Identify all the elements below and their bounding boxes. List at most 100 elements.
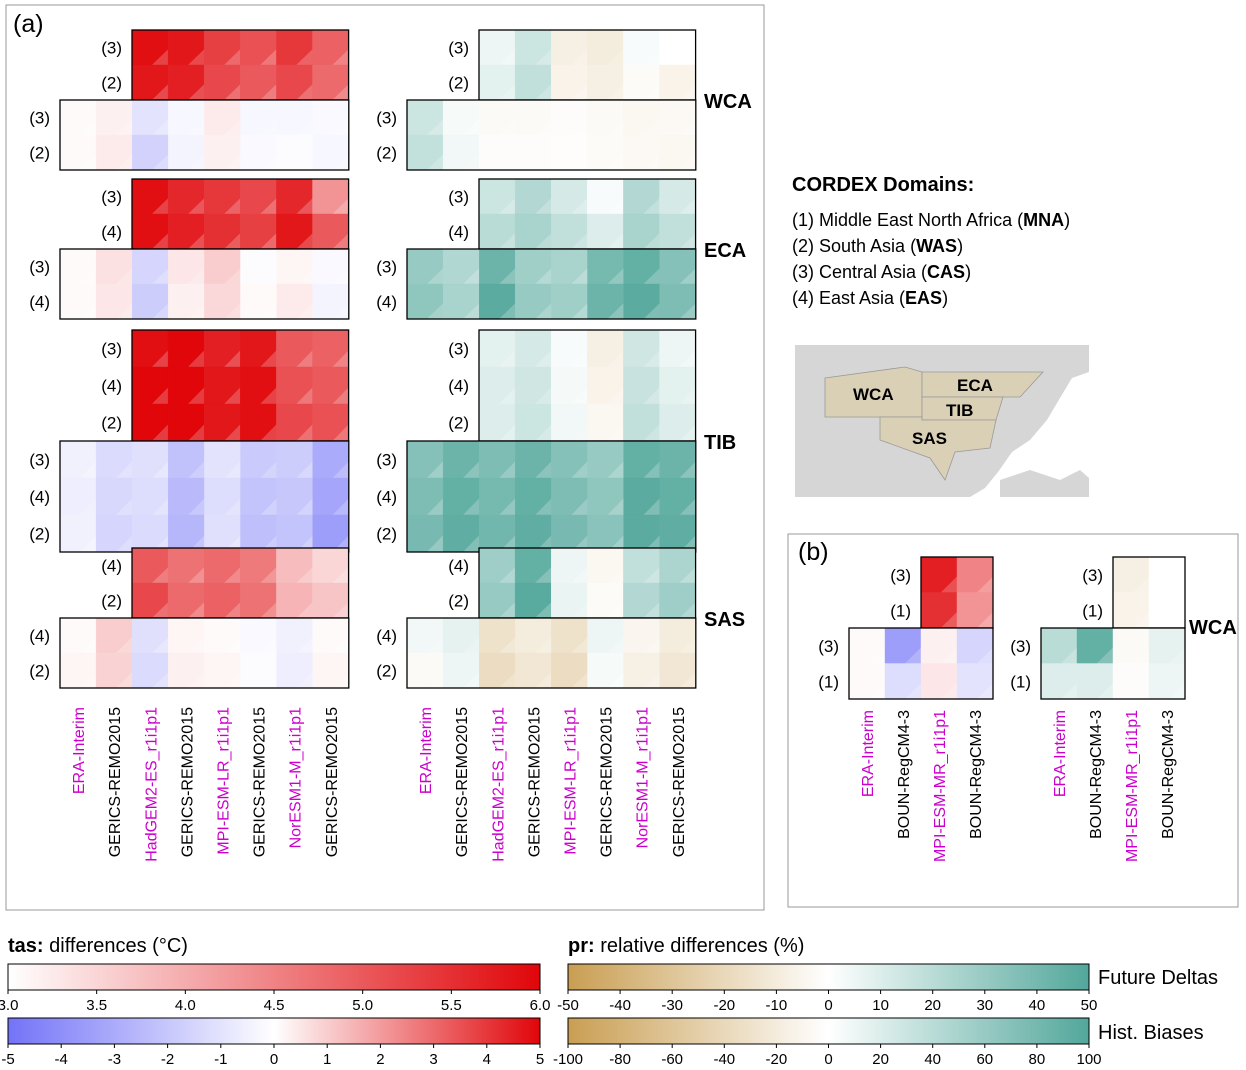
row-label: (4) (101, 557, 122, 576)
map-islands (1000, 470, 1089, 497)
region-tib: (3) (3) (3) (3) (4) (4) (4) (4) (2) (2) (2) (2) TIB (29, 329, 736, 553)
tas-hist-block (59, 617, 350, 689)
row-label: (4) (448, 377, 469, 396)
heatmap-cell-triangle (188, 672, 205, 688)
heatmap-cell (167, 64, 205, 101)
heatmap-cell-triangle (224, 84, 241, 100)
heatmap-cell (204, 283, 241, 320)
column-label: GERICS-REMO2015 (599, 707, 616, 857)
heatmap-cell-triangle (188, 303, 205, 319)
heatmap-cell-triangle (571, 461, 588, 478)
tick-label: 30 (976, 997, 993, 1014)
heatmap-cell (203, 403, 241, 442)
region-label: WCA (1189, 617, 1237, 639)
tick-label: -20 (713, 997, 735, 1014)
column-label: BOUN-RegCM4-3 (1160, 710, 1177, 839)
tick-label: 60 (976, 1051, 993, 1068)
row-label: (2) (376, 662, 397, 681)
heatmap-cell-triangle (426, 637, 444, 653)
heatmap-cell-triangle (332, 567, 349, 583)
tick-label: -80 (609, 1051, 631, 1068)
heatmap-cell-triangle (332, 637, 349, 653)
heatmap-cell-triangle (679, 567, 696, 583)
heatmap-cell (167, 403, 205, 442)
heatmap-cell (478, 547, 516, 584)
heatmap-cell (240, 547, 277, 584)
heatmap-cell-triangle (571, 49, 588, 65)
row-label: (4) (376, 627, 397, 646)
column-label: HadGEM2-ES_r1i1p1 (490, 707, 507, 862)
heatmap-cell (312, 366, 349, 405)
heatmap-cell (131, 477, 169, 516)
heatmap-cell-triangle (571, 424, 588, 441)
heatmap-cell-triangle (1096, 683, 1113, 699)
row-label: (3) (448, 188, 469, 207)
tick-label: -30 (661, 997, 683, 1014)
heatmap-cell-triangle (296, 350, 313, 367)
heatmap-cell-triangle (224, 567, 241, 583)
heatmap-cell-triangle (571, 119, 588, 135)
heatmap-cell (659, 477, 697, 516)
heatmap-cell (95, 283, 133, 320)
heatmap-cell (312, 477, 350, 516)
heatmap-cell-triangle (332, 233, 349, 249)
heatmap-cell (95, 134, 133, 171)
heatmap-cell (131, 403, 169, 442)
heatmap-cell-triangle (188, 119, 205, 135)
cordex-domains-legend: CORDEX Domains: (1) Middle East North Afr… (792, 174, 1070, 308)
heatmap-cell (131, 440, 169, 479)
heatmap-cell-triangle (607, 303, 624, 319)
tick-label: 20 (872, 1051, 889, 1068)
heatmap-cell (131, 547, 169, 584)
heatmap-cell (276, 582, 313, 619)
heatmap-cell-triangle (535, 154, 552, 170)
heatmap-cell-triangle (187, 424, 205, 441)
panel-b: (b) (3) (3) (3) (3) (1) (1) (1) (1) WCA ERA-Interi… (787, 533, 1239, 908)
heatmap-cell-triangle (607, 387, 624, 404)
pr-hist-block (1040, 627, 1186, 700)
tick-label: 1 (323, 1051, 331, 1068)
heatmap-cell (312, 514, 350, 553)
tick-label: -3 (108, 1051, 121, 1068)
heatmap-cell-triangle (571, 567, 588, 583)
heatmap-cell (659, 514, 697, 553)
heatmap-cell (240, 29, 277, 66)
tick-label: 3.0 (0, 997, 18, 1014)
heatmap-cell (131, 134, 169, 171)
pr-hist-colorbar-bar (567, 1017, 1090, 1045)
heatmap-cell-triangle (296, 154, 313, 170)
row-label: (2) (376, 144, 397, 163)
heatmap-cell (514, 178, 552, 215)
heatmap-cell (659, 283, 697, 320)
row-label: (3) (29, 258, 50, 277)
row-label: (3) (101, 188, 122, 207)
heatmap-cell (623, 547, 660, 584)
heatmap-cell (587, 582, 624, 619)
heatmap-cell-triangle (260, 602, 277, 618)
heatmap-cell-triangle (535, 119, 552, 135)
hist-biases-label: Hist. Biases (1098, 1022, 1204, 1044)
heatmap-cell (551, 652, 588, 689)
heatmap-cell-triangle (571, 154, 588, 170)
heatmap-cell-triangle (679, 84, 696, 100)
heatmap-cell-triangle (332, 198, 349, 214)
heatmap-cell-triangle (607, 461, 624, 478)
heatmap-cell (131, 213, 169, 250)
heatmap-cell-triangle (462, 303, 480, 319)
heatmap-cell-triangle (260, 49, 277, 65)
heatmap-cell-triangle (115, 268, 133, 284)
heatmap-cell-triangle (79, 154, 97, 170)
row-label: (3) (448, 39, 469, 58)
tick-label: -2 (161, 1051, 174, 1068)
heatmap-cell-triangle (643, 198, 660, 214)
heatmap-cell (204, 477, 241, 516)
heatmap-cell (515, 617, 552, 654)
row-label: (1) (1082, 601, 1103, 620)
tick-label: 3 (429, 1051, 437, 1068)
heatmap-cell (95, 477, 133, 516)
row-label: (2) (29, 144, 50, 163)
heatmap-cell-triangle (224, 498, 241, 515)
heatmap-cell (59, 134, 97, 171)
tick-label: 10 (872, 997, 889, 1014)
tas-hist-colorbar-bar (7, 1017, 541, 1045)
